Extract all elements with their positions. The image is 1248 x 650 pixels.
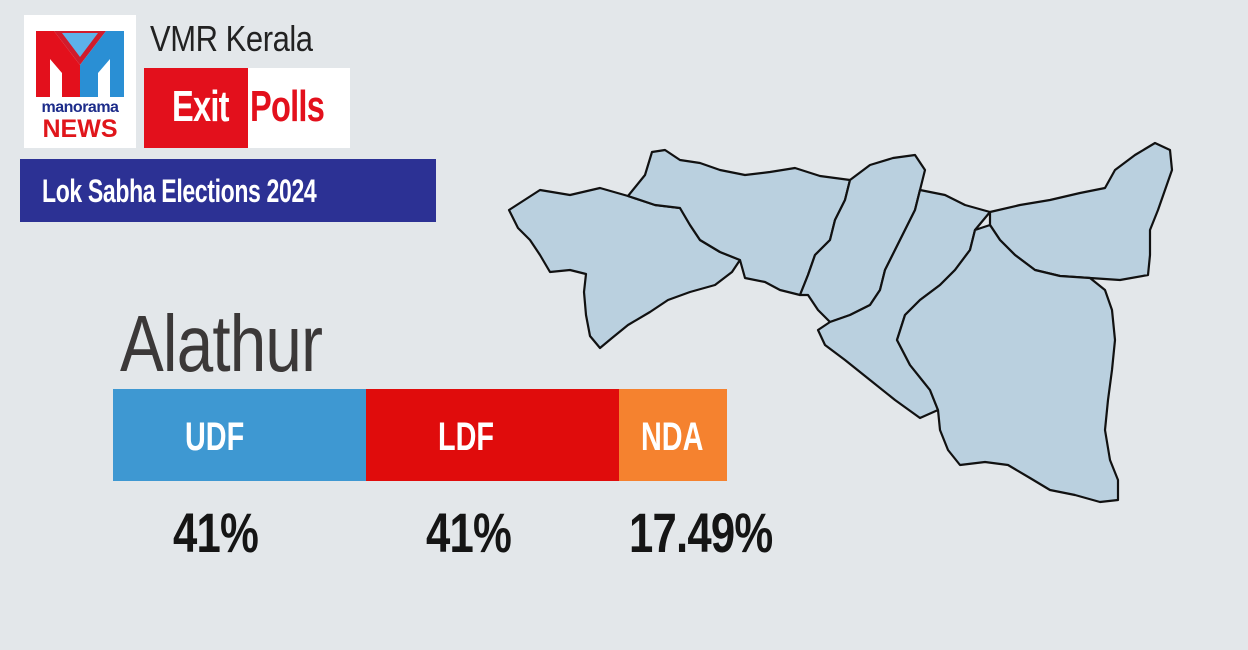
value-label-ldf: 41% bbox=[426, 501, 512, 564]
manorama-news-logo: manorama NEWS bbox=[24, 15, 136, 148]
value-label-nda: 17.49% bbox=[629, 501, 773, 564]
map-region-6 bbox=[895, 223, 1120, 504]
bar-segment-nda: NDA bbox=[619, 389, 727, 481]
bar-label-udf: UDF bbox=[185, 415, 245, 459]
polls-word: Polls bbox=[250, 82, 325, 131]
logo-text-manorama: manorama bbox=[41, 99, 119, 116]
logo-text-news: NEWS bbox=[42, 115, 118, 143]
value-label-udf: 41% bbox=[173, 501, 259, 564]
election-banner: Lok Sabha Elections 2024 bbox=[20, 159, 436, 222]
exit-polls-badge: Exit Polls bbox=[144, 68, 350, 148]
constituency-name: Alathur bbox=[120, 299, 323, 388]
bar-label-nda: NDA bbox=[641, 415, 704, 459]
exit-red-block bbox=[144, 68, 248, 148]
bar-segment-udf: UDF bbox=[113, 389, 366, 481]
banner-text: Lok Sabha Elections 2024 bbox=[42, 173, 317, 209]
bar-segment-ldf: LDF bbox=[366, 389, 619, 481]
brand-title: VMR Kerala bbox=[150, 18, 313, 59]
manorama-logo-icon bbox=[36, 31, 124, 97]
exit-word: Exit bbox=[172, 82, 229, 131]
bar-label-ldf: LDF bbox=[438, 415, 494, 459]
